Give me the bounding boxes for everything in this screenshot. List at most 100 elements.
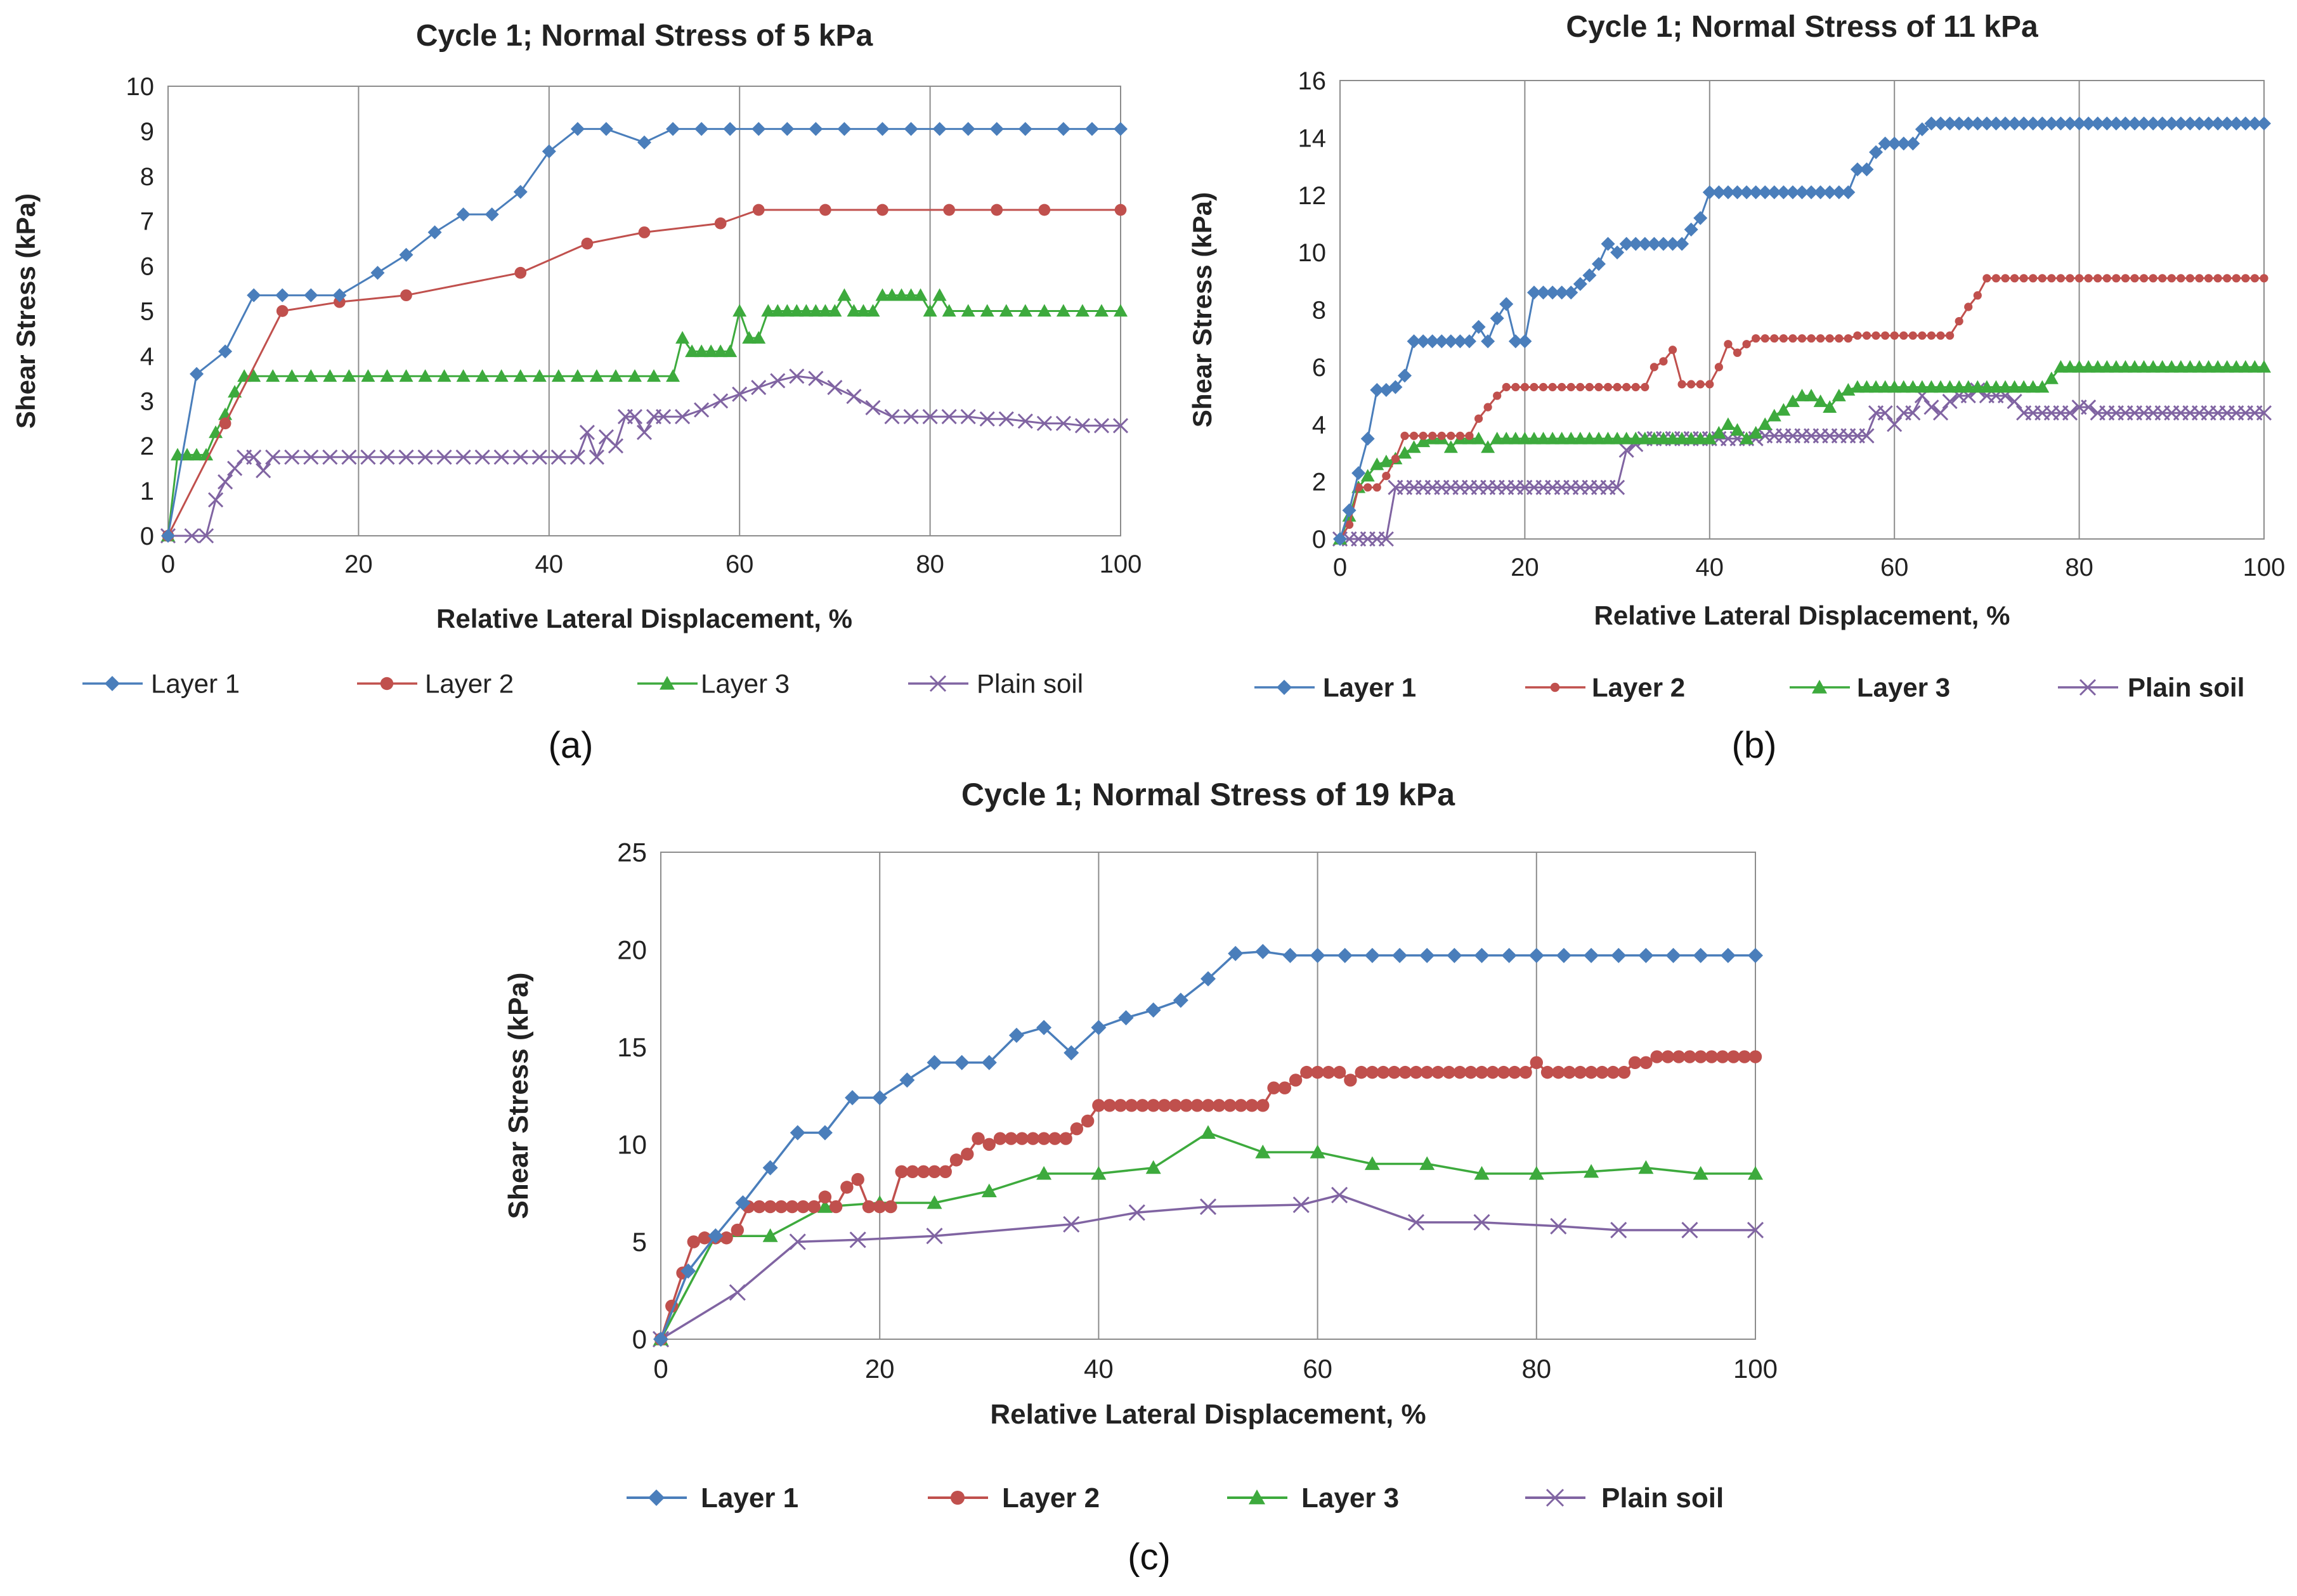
- data-point-layer-1: [1114, 122, 1128, 136]
- data-point-layer-1: [1008, 1027, 1024, 1043]
- data-point-layer-1: [1832, 185, 1846, 200]
- data-point-layer-2: [1603, 382, 1613, 392]
- data-point-layer-1: [1619, 237, 1634, 251]
- data-point-layer-2: [1048, 1132, 1062, 1145]
- data-point-layer-2: [1245, 1099, 1259, 1112]
- data-point-layer-3: [2183, 360, 2197, 373]
- data-point-layer-2: [993, 1132, 1007, 1145]
- data-point-layer-1: [1721, 185, 1735, 200]
- data-point-layer-3: [1564, 431, 1578, 444]
- data-point-layer-1: [1684, 222, 1698, 237]
- data-point-layer-3: [1859, 380, 1874, 393]
- data-point-layer-1: [2146, 116, 2161, 131]
- data-point-plain-soil: [751, 379, 767, 396]
- data-point-layer-1: [2118, 116, 2133, 131]
- data-point-layer-2: [1267, 1081, 1280, 1094]
- data-point-layer-1: [1556, 947, 1571, 963]
- data-point-layer-2: [764, 1200, 777, 1214]
- data-point-layer-1: [2137, 116, 2151, 131]
- data-point-layer-3: [2248, 360, 2262, 373]
- data-point-layer-1: [1481, 334, 1495, 349]
- data-point-layer-3: [2192, 360, 2207, 373]
- data-point-layer-3: [1629, 431, 1643, 444]
- data-point-layer-1: [1564, 285, 1578, 300]
- data-point-layer-3: [1767, 408, 1781, 422]
- data-point-layer-1: [1118, 1010, 1134, 1026]
- data-point-layer-2: [2102, 274, 2111, 283]
- data-point-layer-2: [698, 1231, 712, 1245]
- data-point-layer-1: [2035, 116, 2050, 131]
- data-point-layer-1: [1471, 320, 1486, 334]
- data-point-layer-3: [1970, 380, 1985, 393]
- legend-marker-layer-1: [648, 1489, 665, 1506]
- data-point-layer-3: [2155, 360, 2170, 373]
- data-point-plain-soil: [1905, 405, 1921, 421]
- data-point-layer-1: [1518, 334, 1532, 349]
- data-point-layer-2: [1322, 1065, 1336, 1079]
- data-point-layer-3: [2211, 360, 2225, 373]
- data-point-plain-soil: [1610, 1221, 1627, 1239]
- data-point-layer-3: [1878, 380, 1892, 393]
- data-point-layer-2: [2185, 274, 2195, 283]
- data-point-layer-3: [1584, 1164, 1599, 1178]
- data-point-layer-3: [1887, 380, 1902, 393]
- data-point-layer-1: [1333, 532, 1347, 546]
- y-tick-label: 10: [126, 73, 155, 101]
- data-point-plain-soil: [360, 449, 376, 465]
- data-point-layer-3: [981, 1183, 997, 1198]
- data-point-layer-3: [266, 369, 280, 382]
- data-point-layer-3: [2053, 360, 2068, 373]
- data-point-layer-2: [1927, 331, 1936, 340]
- data-point-layer-1: [2072, 116, 2086, 131]
- data-point-layer-2: [1400, 431, 1409, 440]
- data-point-layer-3: [856, 304, 871, 317]
- y-tick-label: 14: [1298, 124, 1327, 152]
- data-point-layer-3: [570, 369, 585, 382]
- data-point-layer-2: [2158, 274, 2167, 283]
- data-point-layer-3: [1528, 1165, 1544, 1180]
- data-point-layer-1: [1979, 116, 1994, 131]
- data-point-layer-2: [1890, 331, 1899, 340]
- y-tick-label: 0: [632, 1325, 647, 1354]
- data-point-layer-1: [1056, 122, 1070, 136]
- data-point-layer-2: [818, 1190, 832, 1203]
- data-point-layer-2: [1742, 340, 1751, 349]
- data-point-layer-2: [1474, 414, 1483, 423]
- data-point-layer-3: [513, 369, 528, 382]
- data-point-layer-2: [2232, 274, 2241, 283]
- data-point-layer-3: [1804, 389, 1819, 401]
- data-point-layer-1: [1989, 116, 2003, 131]
- data-point-layer-2: [1278, 1081, 1292, 1094]
- data-point-layer-3: [418, 369, 433, 382]
- chart-b: Cycle 1; Normal Stress of 11 kPa 0 2 4 6 8 10 1…: [1187, 10, 2285, 702]
- data-point-layer-3: [228, 385, 242, 398]
- data-point-layer-3: [494, 369, 509, 382]
- data-point-layer-3: [1850, 380, 1864, 393]
- data-point-layer-1: [1447, 947, 1462, 963]
- data-point-plain-soil: [1055, 415, 1071, 431]
- data-point-layer-3: [1748, 425, 1763, 439]
- data-point-layer-3: [1056, 304, 1070, 317]
- data-point-layer-2: [1419, 431, 1428, 440]
- data-point-layer-2: [1683, 1050, 1696, 1063]
- data-point-plain-soil: [1942, 394, 1958, 410]
- data-point-layer-1: [2044, 116, 2059, 131]
- data-point-layer-2: [851, 1172, 864, 1186]
- data-point-layer-1: [1255, 944, 1271, 959]
- data-point-layer-3: [1526, 431, 1541, 444]
- data-point-layer-2: [1631, 382, 1640, 392]
- data-point-layer-2: [1464, 1065, 1478, 1079]
- data-point-plain-soil: [655, 409, 672, 425]
- data-point-layer-3: [2173, 360, 2188, 373]
- data-point-layer-2: [1558, 382, 1566, 392]
- data-point-layer-2: [1530, 382, 1539, 392]
- legend-item-layer-3: Layer 3: [1227, 1482, 1399, 1514]
- x-tick-label: 60: [1303, 1354, 1332, 1384]
- data-point-layer-1: [2183, 116, 2197, 131]
- data-point-layer-1: [370, 266, 385, 280]
- data-point-layer-2: [2121, 274, 2130, 283]
- data-point-layer-2: [807, 1200, 821, 1214]
- data-point-layer-1: [2220, 116, 2234, 131]
- data-point-layer-2: [1548, 382, 1557, 392]
- data-point-layer-2: [1696, 380, 1705, 389]
